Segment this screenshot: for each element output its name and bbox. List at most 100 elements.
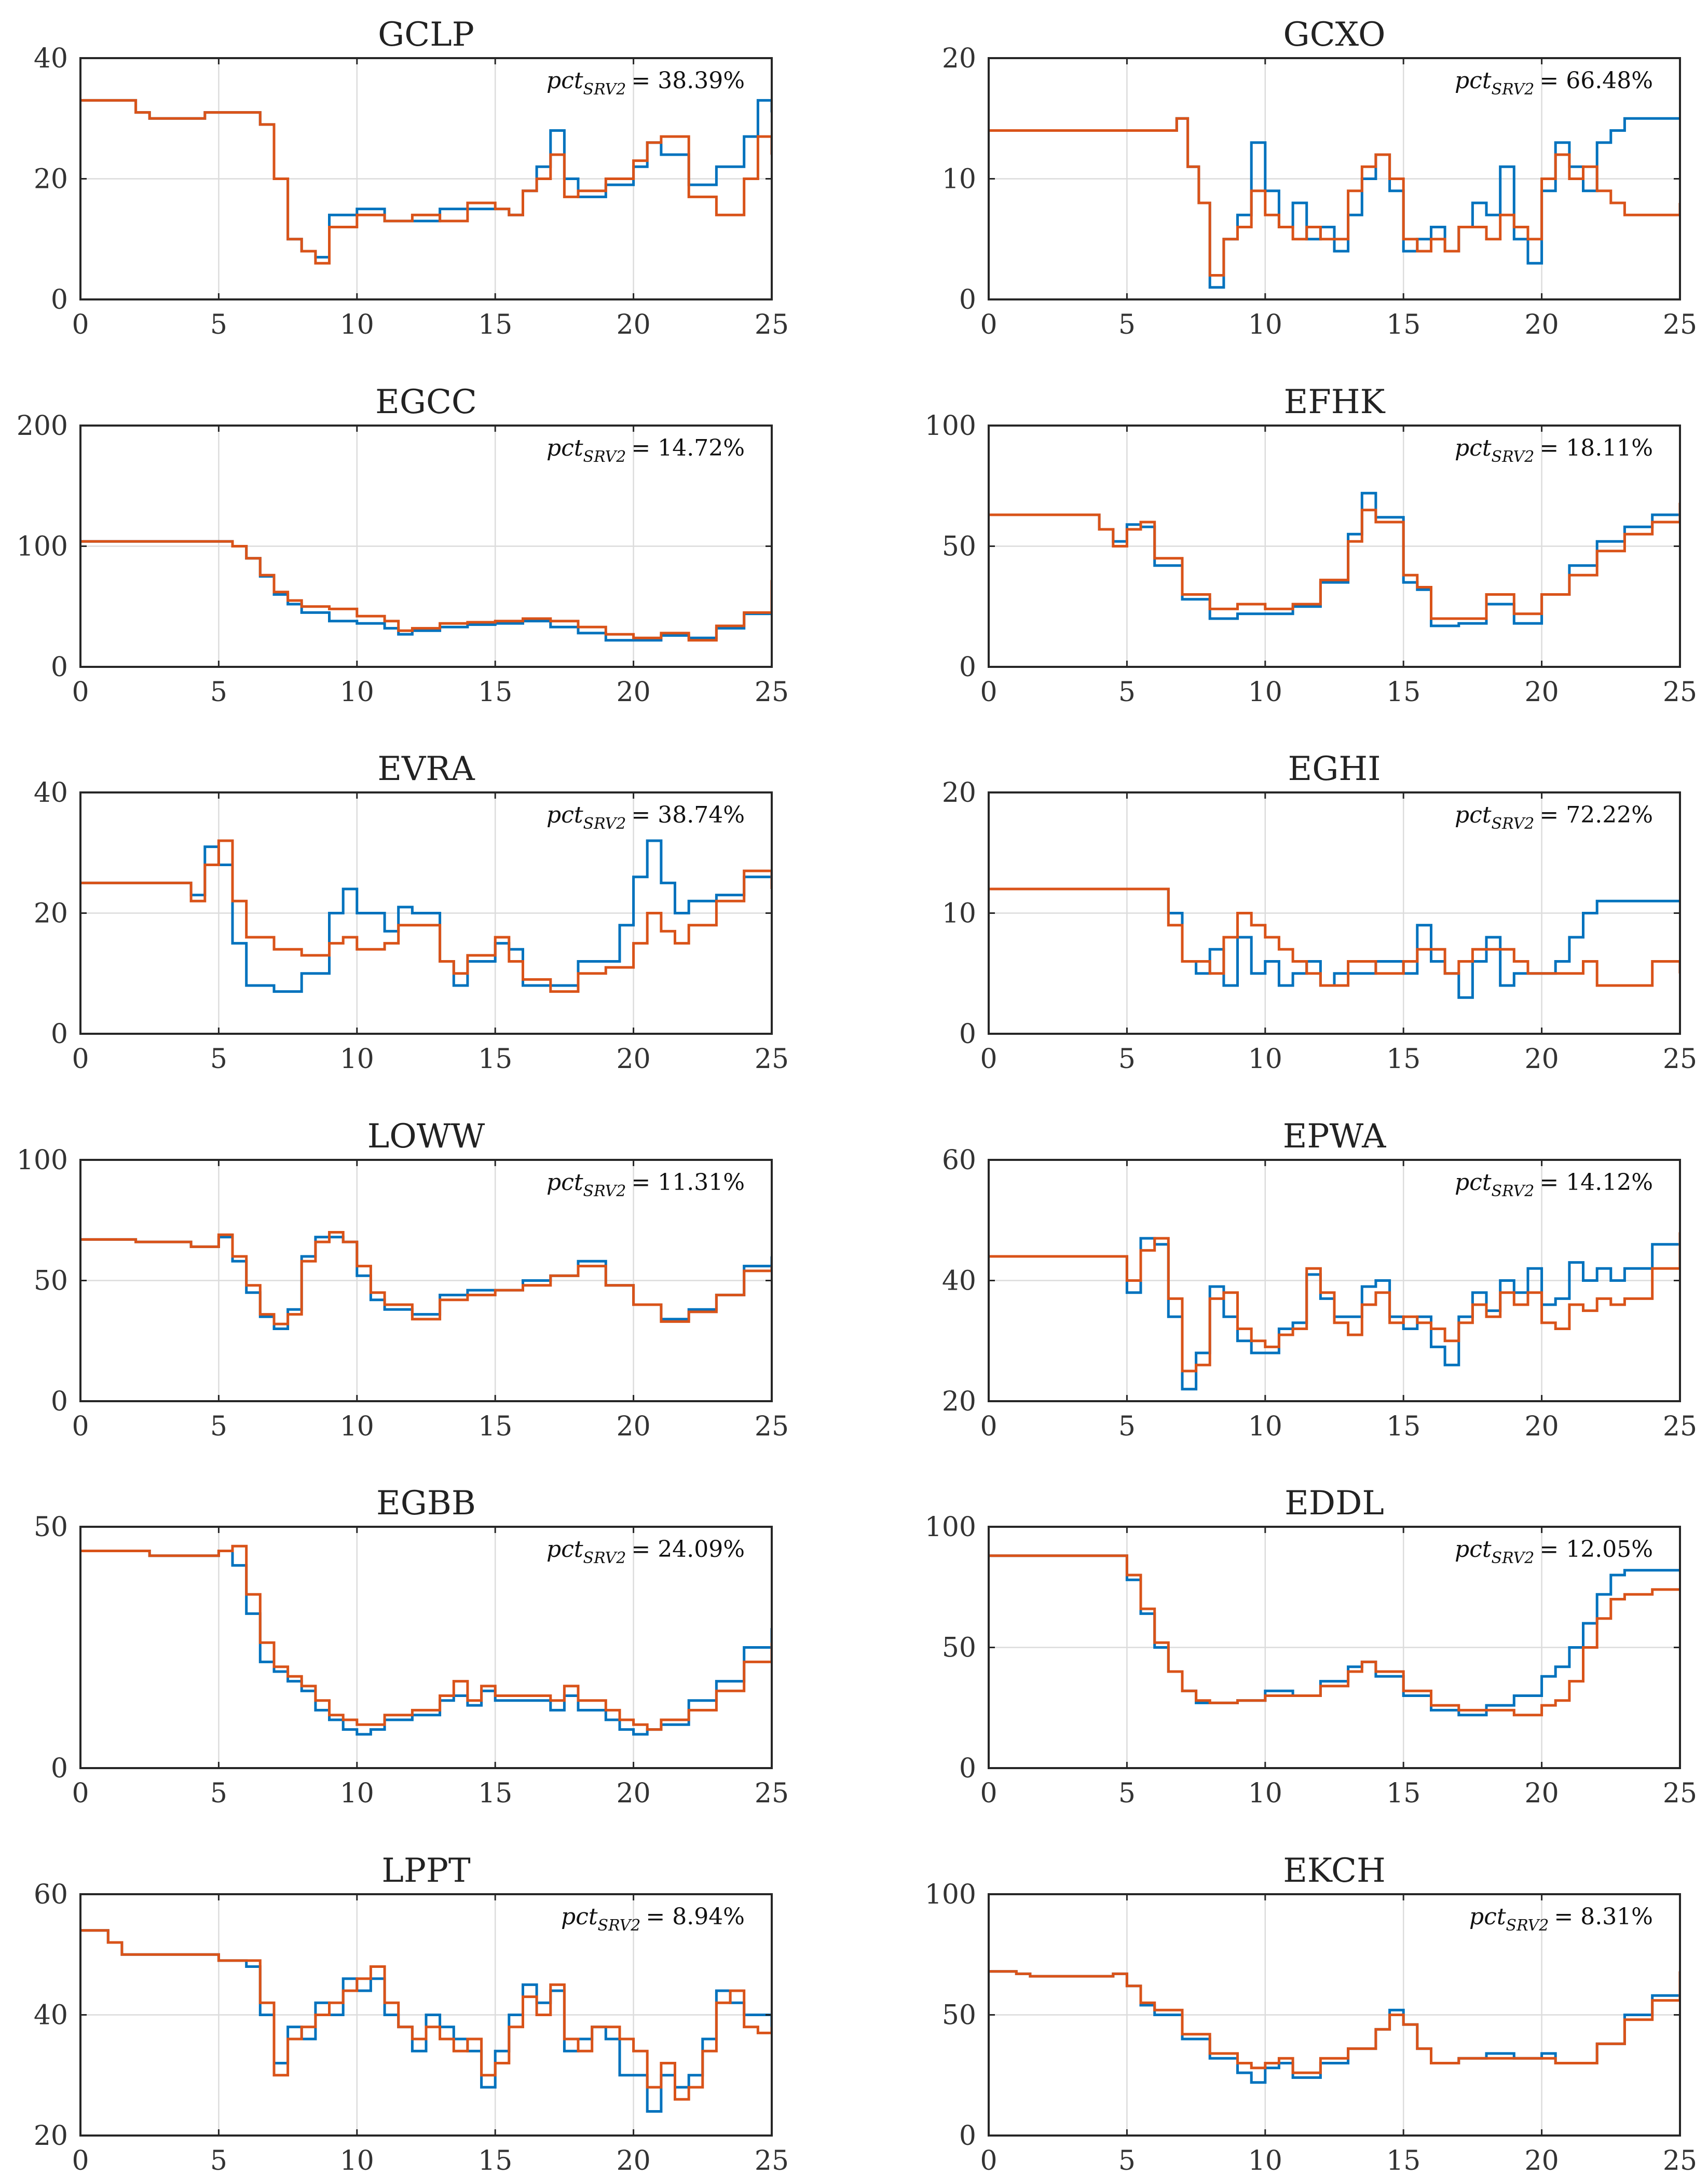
series-line-2 xyxy=(80,1231,772,1325)
x-tick-label: 10 xyxy=(1248,2145,1282,2176)
x-tick-label: 15 xyxy=(478,1044,512,1075)
x-tick-label: 0 xyxy=(980,1778,997,1809)
x-tick-label: 0 xyxy=(72,309,89,340)
subplot-title: EFHK xyxy=(1284,383,1386,421)
x-tick-label: 25 xyxy=(755,1778,789,1809)
subplot-title: EDDL xyxy=(1285,1484,1384,1523)
subplot-title: GCXO xyxy=(1283,16,1386,54)
subplot-epwa: 0 5 10 15 20 25 20 40 60 EPWA pctSRV2 = 14.12% xyxy=(942,1117,1697,1442)
x-tick-label: 25 xyxy=(1663,1411,1697,1442)
x-tick-label: 15 xyxy=(1386,677,1420,708)
y-tick-label: 0 xyxy=(51,1386,68,1417)
x-tick-label: 25 xyxy=(1663,309,1697,340)
x-tick-label: 5 xyxy=(210,1778,227,1809)
annotation-subscript: SRV2 xyxy=(1492,80,1535,99)
y-tick-label: 0 xyxy=(959,284,976,316)
series-line-2 xyxy=(80,1929,772,2101)
x-tick-label: 5 xyxy=(1118,1044,1136,1075)
series-line-2 xyxy=(989,1554,1680,1717)
annotation-label: pct xyxy=(1455,802,1492,828)
x-tick-label: 5 xyxy=(210,1044,227,1075)
annotation-subscript: SRV2 xyxy=(1492,1182,1535,1200)
x-tick-label: 20 xyxy=(1525,1411,1559,1442)
x-tick-label: 20 xyxy=(617,1778,651,1809)
x-tick-label: 0 xyxy=(980,309,997,340)
subplot-eddl: 0 5 10 15 20 25 0 50 100 EDDL pctSRV2 = 12.05% xyxy=(925,1484,1697,1809)
y-tick-label: 100 xyxy=(925,410,976,442)
annotation-subscript: SRV2 xyxy=(583,1549,626,1567)
x-tick-label: 5 xyxy=(210,309,227,340)
series-line-1 xyxy=(989,1232,1680,1391)
subplot-title: EGCC xyxy=(375,383,477,421)
y-tick-label: 100 xyxy=(925,1512,976,1543)
x-tick-label: 20 xyxy=(617,2145,651,2176)
x-tick-label: 0 xyxy=(72,1044,89,1075)
x-tick-label: 15 xyxy=(1386,1044,1420,1075)
annotation-label: pct xyxy=(1455,435,1492,461)
subplot-ekch: 0 5 10 15 20 25 0 50 100 EKCH pctSRV2 = 8.31% xyxy=(925,1852,1697,2176)
x-tick-label: 15 xyxy=(478,309,512,340)
x-tick-label: 5 xyxy=(210,677,227,708)
x-tick-label: 10 xyxy=(1248,1411,1282,1442)
x-tick-label: 0 xyxy=(980,1044,997,1075)
y-tick-label: 20 xyxy=(942,43,976,74)
subplot-loww: 0 5 10 15 20 25 0 50 100 LOWW pctSRV2 = 11.31% xyxy=(17,1117,789,1442)
annotation-label: pct xyxy=(1469,1904,1506,1930)
axes-background xyxy=(80,1527,772,1768)
x-tick-label: 25 xyxy=(755,677,789,708)
x-tick-label: 10 xyxy=(340,309,374,340)
y-tick-label: 0 xyxy=(51,284,68,316)
x-tick-label: 25 xyxy=(1663,2145,1697,2176)
annotation-subscript: SRV2 xyxy=(1492,448,1535,466)
y-tick-label: 0 xyxy=(959,2120,976,2152)
x-tick-label: 20 xyxy=(617,1044,651,1075)
y-tick-label: 40 xyxy=(34,777,68,809)
y-tick-label: 0 xyxy=(51,1753,68,1784)
y-tick-label: 50 xyxy=(34,1266,68,1297)
y-tick-label: 20 xyxy=(34,898,68,929)
x-tick-label: 15 xyxy=(1386,2145,1420,2176)
x-tick-label: 20 xyxy=(1525,2145,1559,2176)
series-line-2 xyxy=(989,887,1680,987)
annotation-value: = 14.12% xyxy=(1539,1169,1653,1196)
annotation-value: = 72.22% xyxy=(1539,802,1653,828)
series-line-2 xyxy=(80,1544,772,1731)
subplot-title: GCLP xyxy=(378,16,474,54)
annotation-label: pct xyxy=(561,1904,598,1930)
y-tick-label: 20 xyxy=(34,2120,68,2152)
subplot-title: LPPT xyxy=(381,1852,471,1890)
y-tick-label: 20 xyxy=(942,777,976,809)
subplot-egbb: 0 5 10 15 20 25 0 50 EGBB pctSRV2 = 24.09% xyxy=(34,1484,789,1809)
y-tick-label: 40 xyxy=(942,1266,976,1297)
annotation-value: = 66.48% xyxy=(1539,67,1653,94)
annotation-value: = 8.31% xyxy=(1554,1904,1653,1930)
x-tick-label: 5 xyxy=(1118,309,1136,340)
annotation-label: pct xyxy=(1455,1536,1492,1563)
x-tick-label: 20 xyxy=(1525,677,1559,708)
series-line-2 xyxy=(80,540,772,642)
x-tick-label: 0 xyxy=(72,1778,89,1809)
pct-annotation: pctSRV2 = 66.48% xyxy=(1455,67,1653,99)
y-tick-label: 20 xyxy=(942,1386,976,1417)
subplot-lppt: 0 5 10 15 20 25 20 40 60 LPPT pctSRV2 = 8.94% xyxy=(34,1852,789,2176)
x-tick-label: 0 xyxy=(72,1411,89,1442)
x-tick-label: 5 xyxy=(1118,1778,1136,1809)
y-tick-label: 50 xyxy=(34,1512,68,1543)
subplot-evra: 0 5 10 15 20 25 0 20 40 EVRA pctSRV2 = 38.74% xyxy=(34,750,789,1075)
y-tick-label: 0 xyxy=(959,1753,976,1784)
x-tick-label: 25 xyxy=(755,2145,789,2176)
y-tick-label: 60 xyxy=(942,1145,976,1176)
x-tick-label: 0 xyxy=(72,677,89,708)
subplot-title: LOWW xyxy=(367,1117,485,1156)
y-tick-label: 20 xyxy=(34,164,68,195)
series-line-2 xyxy=(989,1232,1680,1373)
y-tick-label: 10 xyxy=(942,164,976,195)
x-tick-label: 10 xyxy=(340,1778,374,1809)
x-tick-label: 0 xyxy=(980,2145,997,2176)
annotation-value: = 24.09% xyxy=(631,1536,745,1563)
subplot-title: EVRA xyxy=(377,750,475,788)
pct-annotation: pctSRV2 = 72.22% xyxy=(1455,802,1653,833)
x-tick-label: 0 xyxy=(980,677,997,708)
x-tick-label: 5 xyxy=(1118,2145,1136,2176)
x-tick-label: 20 xyxy=(1525,1044,1559,1075)
